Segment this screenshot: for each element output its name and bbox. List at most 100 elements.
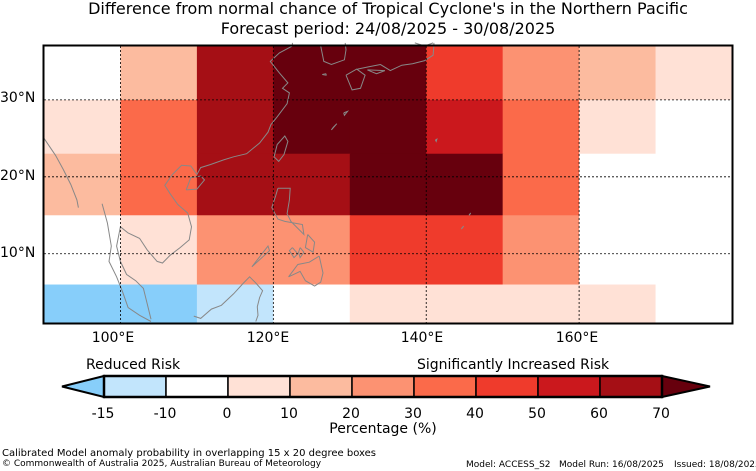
anomaly-cell xyxy=(196,215,274,286)
coastline xyxy=(298,247,305,259)
anomaly-cell xyxy=(349,215,427,286)
coastline xyxy=(193,276,264,322)
coastline xyxy=(345,68,366,91)
anomaly-cell xyxy=(196,284,274,324)
tick-label: 40 xyxy=(466,406,484,422)
anomaly-cell xyxy=(273,153,351,216)
anomaly-cell xyxy=(502,99,580,155)
anomaly-cell xyxy=(120,46,198,101)
anomaly-cell xyxy=(426,99,504,155)
coastline xyxy=(288,255,324,287)
anomaly-cells xyxy=(44,46,733,324)
anomaly-cell xyxy=(655,284,733,324)
tick-label: 0 xyxy=(222,406,232,422)
coastline xyxy=(330,123,338,131)
coastline xyxy=(460,225,465,230)
anomaly-cell xyxy=(426,284,504,324)
anomaly-cell xyxy=(655,46,733,101)
anomaly-cell xyxy=(426,153,504,216)
anomaly-cell xyxy=(196,153,274,216)
lat-label-10n: 10°N xyxy=(0,245,36,261)
anomaly-cell xyxy=(196,46,274,101)
lon-label-160e: 160°E xyxy=(555,330,599,346)
map-title: Difference from normal chance of Tropica… xyxy=(88,0,688,18)
map-frame xyxy=(42,44,734,325)
anomaly-cell xyxy=(579,99,657,155)
anomaly-cell xyxy=(273,284,351,324)
anomaly-cell xyxy=(426,46,504,101)
tick-label: -15 xyxy=(91,406,115,422)
colorbar-segment xyxy=(413,375,477,398)
coastline xyxy=(322,73,327,76)
tick-label: 50 xyxy=(528,406,546,422)
anomaly-cell xyxy=(349,284,427,324)
anomaly-cell xyxy=(349,99,427,155)
footer-model: Model: ACCESS_S2 xyxy=(466,460,551,470)
anomaly-cell xyxy=(502,215,580,286)
anomaly-cell xyxy=(44,99,122,155)
colorbar-segment xyxy=(537,375,601,398)
increased-risk-label: Significantly Increased Risk xyxy=(417,357,610,373)
anomaly-cell xyxy=(273,46,351,101)
anomaly-cell xyxy=(579,284,657,324)
coastline xyxy=(251,245,271,268)
anomaly-cell xyxy=(120,284,198,324)
anomaly-cell xyxy=(273,99,351,155)
coastline xyxy=(367,69,386,75)
coastline xyxy=(101,203,152,322)
anomaly-cell xyxy=(502,153,580,216)
anomaly-cell xyxy=(44,46,122,101)
lat-label-30n: 30°N xyxy=(0,90,36,106)
coastline xyxy=(343,110,350,117)
anomaly-cell xyxy=(349,153,427,216)
colorbar-segment xyxy=(351,375,415,398)
coastline xyxy=(288,247,299,259)
colorbar-segment xyxy=(103,375,167,398)
tick-label: 20 xyxy=(342,406,360,422)
coastline xyxy=(468,212,472,216)
colorbar-segment xyxy=(289,375,353,398)
lat-label-20n: 20°N xyxy=(0,168,36,184)
anomaly-cell xyxy=(579,215,657,286)
coastline xyxy=(185,175,206,191)
tick-label: 70 xyxy=(652,406,670,422)
coastline xyxy=(271,187,305,236)
anomaly-cell xyxy=(426,215,504,286)
anomaly-cell xyxy=(579,153,657,216)
colorbar-segment xyxy=(165,375,229,398)
coastline xyxy=(434,138,438,143)
tick-label: 10 xyxy=(280,406,298,422)
anomaly-cell xyxy=(655,215,733,286)
forecast-period: Forecast period: 24/08/2025 - 30/08/2025 xyxy=(220,19,556,38)
lon-label-120e: 120°E xyxy=(246,330,290,346)
graticule xyxy=(44,46,732,323)
colorbar-axis-label: Percentage (%) xyxy=(329,421,437,437)
coastline xyxy=(43,138,79,208)
colorbar-segment xyxy=(475,375,539,398)
anomaly-cell xyxy=(196,99,274,155)
colorbar-segment xyxy=(599,375,663,398)
footer-copyright: © Commonwealth of Australia 2025, Austra… xyxy=(2,459,322,469)
anomaly-cell xyxy=(655,153,733,216)
anomaly-cell xyxy=(655,99,733,155)
anomaly-cell xyxy=(502,284,580,324)
anomaly-cell xyxy=(44,284,122,324)
footer-model-run: Model Run: 16/08/2025 xyxy=(559,460,664,470)
reduced-risk-label: Reduced Risk xyxy=(86,357,181,373)
lon-label-140e: 140°E xyxy=(400,330,444,346)
colorbar-high-arrow xyxy=(661,374,711,399)
coastline xyxy=(357,42,435,72)
tick-label: 60 xyxy=(590,406,608,422)
anomaly-cell xyxy=(120,215,198,286)
anomaly-cell xyxy=(44,153,122,216)
anomaly-cell xyxy=(120,153,198,216)
anomaly-cell xyxy=(579,46,657,101)
colorbar-low-arrow xyxy=(61,374,105,399)
anomaly-cell xyxy=(502,46,580,101)
coastline xyxy=(273,135,289,163)
colorbar-frame xyxy=(102,374,664,399)
lon-label-100e: 100°E xyxy=(91,330,135,346)
anomaly-cell xyxy=(120,99,198,155)
